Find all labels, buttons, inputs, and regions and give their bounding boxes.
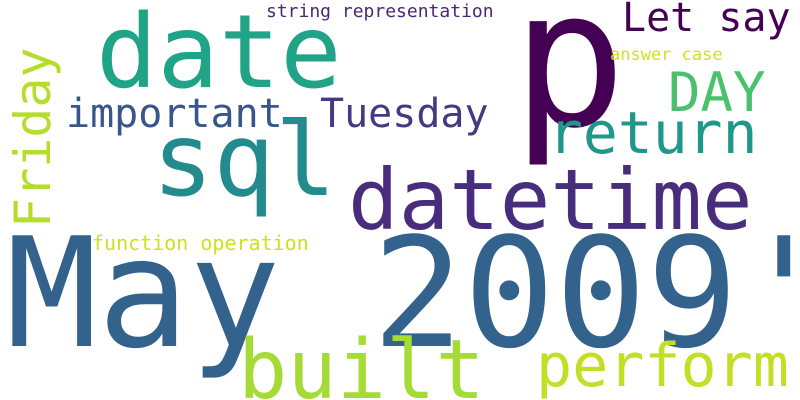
word-sql: sql	[152, 101, 337, 220]
word-datetime: datetime	[348, 151, 753, 249]
word-date: date	[96, 0, 342, 112]
word-friday: Friday	[4, 47, 62, 228]
word-perform: perform	[536, 331, 789, 400]
word-function-operation: function operation	[92, 231, 309, 255]
word-day: DAY	[668, 61, 766, 124]
word-return: return	[548, 99, 758, 167]
word-string-representation: string representation	[266, 1, 494, 22]
word-may-2009: May 2009'	[6, 205, 800, 382]
word-let-say: Let say	[622, 0, 791, 41]
word-tuesday: Tuesday	[320, 91, 489, 137]
word-p: p	[512, 0, 627, 170]
word-important: important	[66, 91, 283, 137]
word-built: built	[238, 323, 485, 400]
word-answer-case: answer case	[610, 45, 723, 65]
